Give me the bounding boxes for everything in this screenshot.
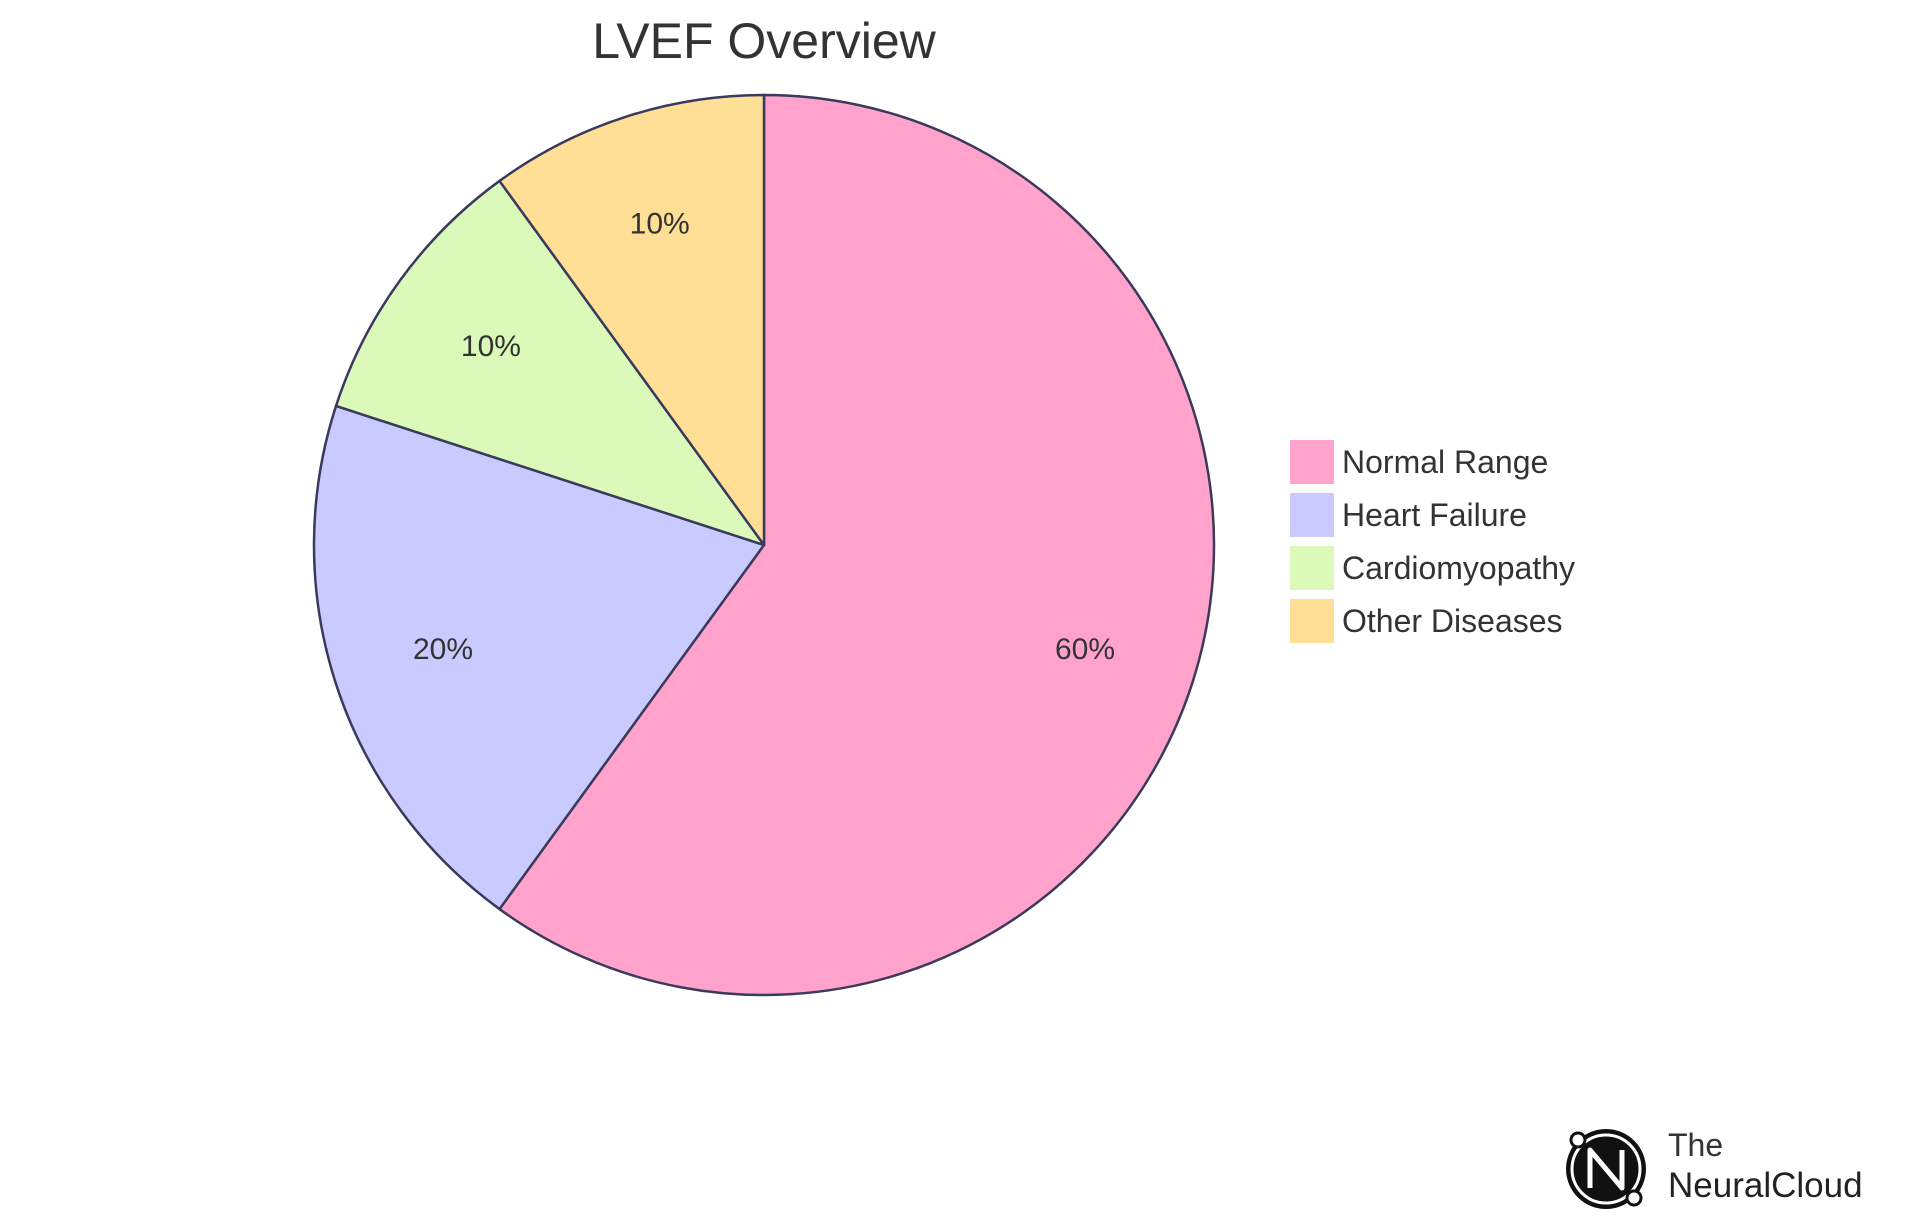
brand-logo: The NeuralCloud xyxy=(1566,1127,1863,1209)
legend-label: Normal Range xyxy=(1342,444,1548,480)
pie-slice-other-diseases xyxy=(498,93,766,547)
neuralcloud-n-icon xyxy=(1566,1129,1646,1209)
pie-slices xyxy=(312,93,1216,997)
slice-label-normal-range: 60% xyxy=(1055,633,1115,666)
legend-swatch xyxy=(1290,493,1334,537)
legend-label: Cardiomyopathy xyxy=(1342,550,1575,586)
chart-title: LVEF Overview xyxy=(592,13,936,69)
legend-label: Heart Failure xyxy=(1342,497,1527,533)
brand-line-1: The xyxy=(1668,1127,1723,1163)
legend-swatch xyxy=(1290,440,1334,484)
pie-slice-heart-failure xyxy=(312,404,766,911)
legend-swatch xyxy=(1290,546,1334,590)
legend-swatch xyxy=(1290,599,1334,643)
brand-line-2: NeuralCloud xyxy=(1668,1166,1863,1205)
legend-item-heart-failure: Heart Failure xyxy=(1290,493,1527,537)
legend-item-other-diseases: Other Diseases xyxy=(1290,599,1563,643)
pie-slice-normal-range xyxy=(498,93,1216,997)
legend: Normal Range Heart Failure Cardiomyopathy O… xyxy=(1290,440,1575,643)
slice-label-heart-failure: 20% xyxy=(413,633,473,666)
pie-slice-cardiomyopathy xyxy=(334,179,766,547)
legend-item-cardiomyopathy: Cardiomyopathy xyxy=(1290,546,1575,590)
slice-label-cardiomyopathy: 10% xyxy=(461,330,521,363)
slice-label-other-diseases: 10% xyxy=(630,208,690,241)
legend-item-normal-range: Normal Range xyxy=(1290,440,1548,484)
legend-label: Other Diseases xyxy=(1342,603,1563,639)
pie-slice-labels: 60% 20% 10% 10% xyxy=(413,208,1115,666)
